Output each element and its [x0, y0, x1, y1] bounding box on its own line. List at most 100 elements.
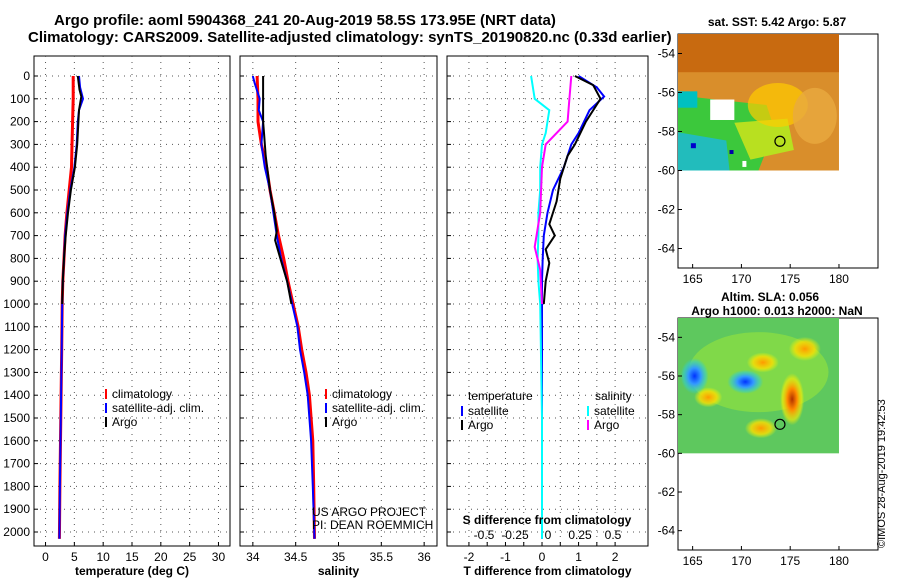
lat-tick-label: -58 — [658, 125, 676, 139]
lon-tick-label: 180 — [829, 554, 849, 568]
x-tick-label: 1 — [575, 550, 582, 564]
x-tick-label: 0 — [42, 550, 49, 564]
sst-pixel — [690, 143, 696, 149]
sla-positive-eddy — [788, 336, 821, 361]
series-line-salinity-argo — [533, 75, 573, 305]
lon-tick-label: 175 — [780, 272, 800, 286]
lat-tick-label: -62 — [658, 203, 676, 217]
x-axis-label: salinity — [318, 564, 360, 578]
sla-negative-eddy — [727, 369, 764, 394]
depth-tick-label: 400 — [10, 160, 30, 174]
legend-label: climatology — [332, 387, 392, 401]
legend-label: Argo — [332, 415, 358, 429]
lat-tick-label: -62 — [658, 485, 676, 499]
depth-tick-label: 1100 — [4, 320, 30, 334]
series-line-temperature-argo — [542, 75, 602, 305]
x-axis-label: temperature (deg C) — [75, 564, 189, 578]
s-tick-label: 0 — [545, 528, 552, 542]
depth-tick-label: 1400 — [3, 388, 30, 402]
lon-tick-label: 165 — [683, 554, 703, 568]
s-tick-label: -0.5 — [474, 528, 495, 542]
sst-cold-region — [678, 132, 730, 171]
sla-field — [678, 318, 839, 454]
depth-tick-label: 1700 — [3, 457, 30, 471]
series-line-argo — [61, 75, 83, 305]
x-tick-label: -1 — [500, 550, 511, 564]
sst-warm-patch — [792, 87, 837, 144]
x-tick-label: 35 — [332, 550, 346, 564]
x-tick-label: 20 — [154, 550, 168, 564]
depth-tick-label: 800 — [10, 251, 30, 265]
lon-tick-label: 165 — [683, 272, 703, 286]
title-line-1: Argo profile: aoml 5904368_241 20-Aug-20… — [54, 12, 556, 29]
argo-position-marker — [774, 135, 786, 147]
lon-tick-label: 170 — [731, 554, 751, 568]
x-tick-label: 25 — [183, 550, 197, 564]
sst-warm-band — [678, 34, 839, 73]
sst-mid-region — [734, 118, 794, 160]
series-line-argo — [262, 76, 293, 305]
credit-note: US ARGO PROJECT — [312, 505, 427, 519]
lat-tick-label: -54 — [658, 47, 676, 61]
legend-label: satellite — [468, 404, 509, 418]
lat-tick-label: -60 — [658, 164, 676, 178]
x-axis-label: T difference from climatology — [463, 564, 631, 578]
depth-tick-label: 300 — [10, 137, 30, 151]
imos-stamp: ©IMOS 28-Aug-2019 19:42:53 — [876, 399, 888, 548]
panel-frame — [239, 55, 438, 547]
grid — [34, 56, 230, 546]
legend-salinity-title: salinity — [595, 389, 632, 403]
title-line-2: Climatology: CARS2009. Satellite-adjuste… — [28, 29, 672, 46]
s-tick-label: 0.5 — [605, 528, 622, 542]
x-tick-label: 2 — [612, 550, 619, 564]
x-tick-label: 0 — [539, 550, 546, 564]
sla-negative-eddy — [680, 358, 709, 394]
legend-temperature-title: temperature — [468, 389, 533, 403]
lon-tick-label: 170 — [731, 272, 751, 286]
profile-panel-3: -2 -1 0 1 2T difference from climatology — [446, 55, 649, 578]
lon-tick-label: 180 — [829, 272, 849, 286]
lat-tick-label: -54 — [658, 330, 676, 344]
x-tick-label: 36 — [417, 550, 431, 564]
sst-pixel — [729, 150, 734, 155]
depth-tick-label: 0 — [23, 69, 30, 83]
depth-tick-label: 500 — [10, 183, 30, 197]
sla-positive-eddy — [746, 352, 779, 373]
credit-note: PI: DEAN ROEMMICH — [312, 518, 433, 532]
series-line-salinity-satellite — [530, 75, 551, 539]
sla-map-title: Altim. SLA: 0.056 — [721, 290, 819, 304]
lat-tick-label: -64 — [658, 242, 676, 256]
argo-position-marker — [774, 418, 786, 430]
depth-tick-label: 1200 — [3, 343, 30, 357]
x-tick-label: 34 — [246, 550, 260, 564]
legend-label: Argo — [594, 418, 620, 432]
sla-positive-eddy — [780, 373, 805, 426]
legend-label: climatology — [112, 387, 172, 401]
sst-pixel — [742, 160, 747, 167]
depth-tick-label: 900 — [10, 274, 30, 288]
sla-map-subtitle: Argo h1000: 0.013 h2000: NaN — [691, 304, 862, 318]
sla-positive-eddy — [744, 418, 777, 439]
depth-tick-label: 1000 — [3, 297, 30, 311]
profile-panel-2: 34 34.5 35 35.5 36 salinity — [239, 55, 438, 578]
legend-label: satellite — [594, 404, 635, 418]
x-tick-label: 5 — [71, 550, 78, 564]
lat-tick-label: -60 — [658, 446, 676, 460]
depth-tick-label: 1600 — [3, 434, 30, 448]
depth-tick-label: 1300 — [3, 365, 30, 379]
x-tick-label: 34.5 — [284, 550, 308, 564]
depth-tick-label: 200 — [10, 115, 30, 129]
x-tick-label: 35.5 — [370, 550, 394, 564]
grid — [240, 56, 437, 546]
depth-tick-label: 600 — [10, 206, 30, 220]
depth-tick-label: 2000 — [3, 525, 30, 539]
sst-map-title: sat. SST: 5.42 Argo: 5.87 — [708, 15, 847, 29]
lat-tick-label: -56 — [658, 369, 676, 383]
sst-missing-patch — [710, 99, 735, 120]
legend-label: satellite-adj. clim. — [332, 401, 424, 415]
salinity-difference-title: S difference from climatology — [463, 513, 632, 527]
x-tick-label: 15 — [125, 550, 139, 564]
x-tick-label: 10 — [96, 550, 110, 564]
sst-field — [678, 34, 839, 171]
x-tick-label: 30 — [212, 550, 226, 564]
